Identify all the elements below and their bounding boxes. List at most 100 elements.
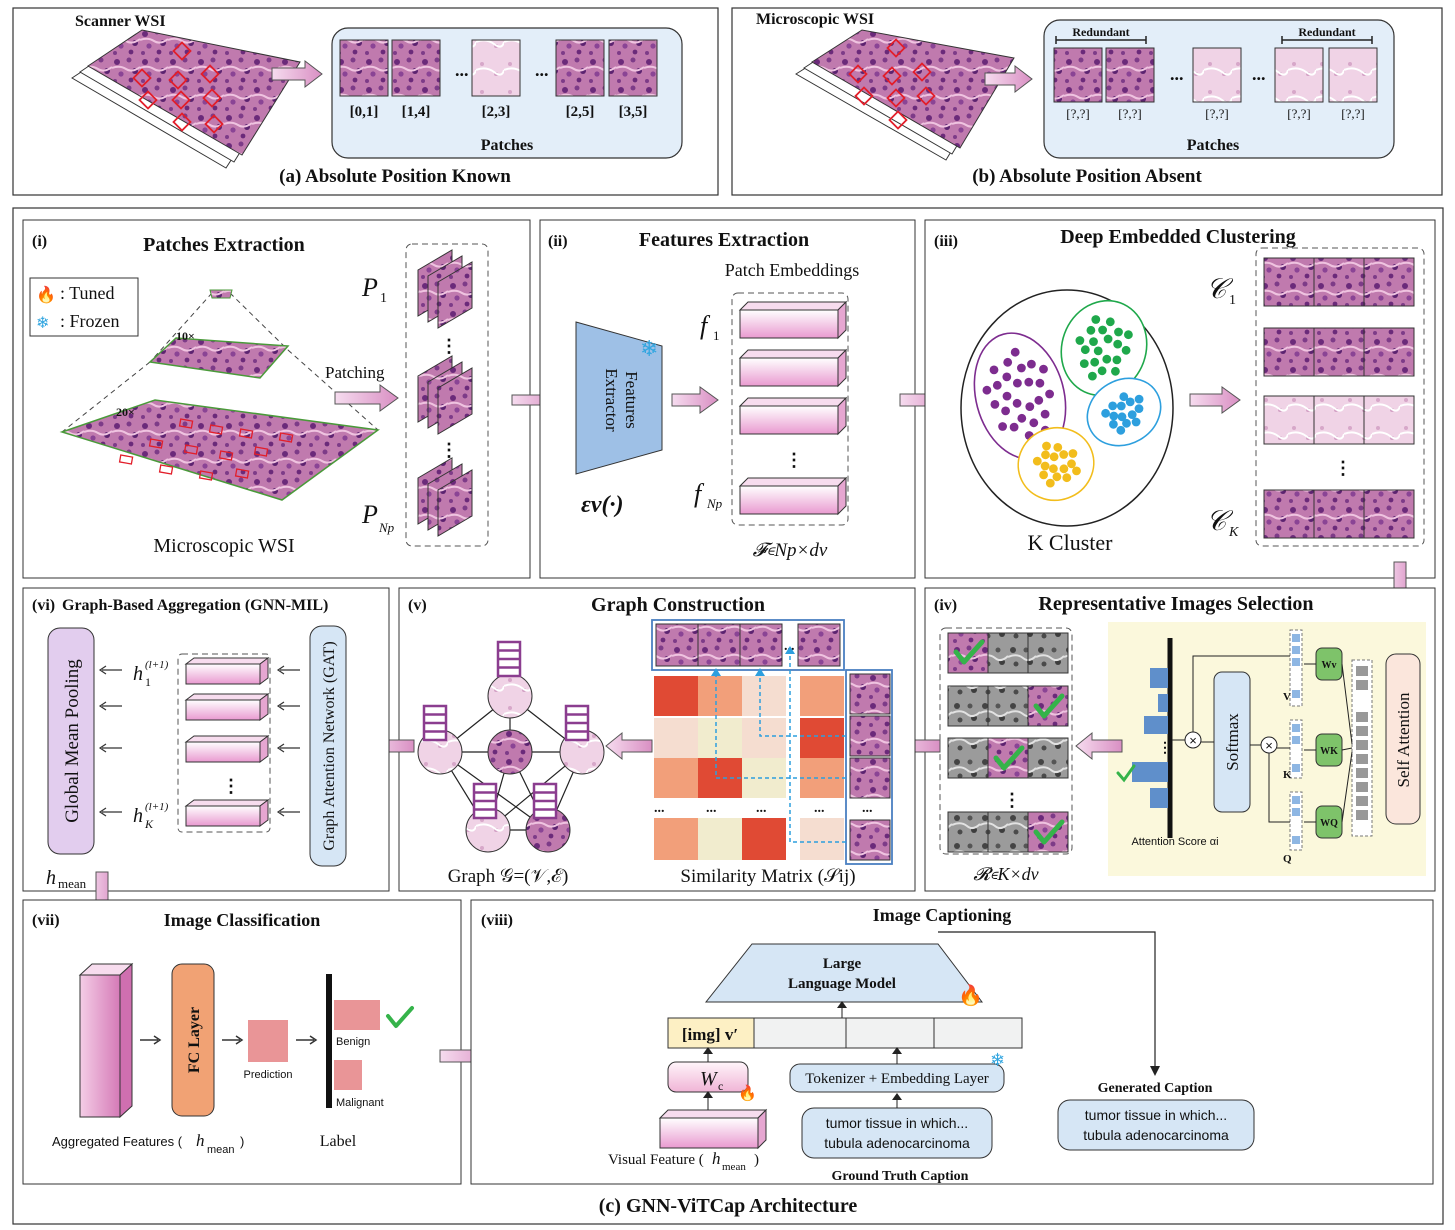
cluster-point (992, 380, 1002, 390)
h1-sub: 1 (145, 675, 151, 689)
attention-bars (1132, 668, 1168, 808)
tag-v: (v) (408, 597, 427, 614)
ellipsis-i-1: ⋮ (440, 336, 458, 356)
cluster-point (1002, 391, 1012, 401)
tag-vi: (vi) (32, 597, 55, 614)
cluster-point (1122, 418, 1131, 428)
cluster-image-rows (1263, 257, 1415, 539)
ellipsis-v-row4: ... (814, 801, 825, 816)
title-v: Graph Construction (591, 594, 765, 616)
softmax-label: Softmax (1223, 713, 1242, 771)
features-extractor (575, 321, 663, 475)
legend-tuned: : Tuned (60, 283, 115, 303)
cluster-point (1075, 336, 1085, 345)
cluster-point (1086, 325, 1096, 335)
p1-symbol: P (361, 273, 378, 302)
wc-sub: c (718, 1079, 723, 1093)
selected-image-rows (947, 632, 1069, 853)
cluster-point (1134, 394, 1144, 404)
cluster-groups (973, 299, 1162, 502)
top-images-box (651, 619, 845, 671)
patch-stack-2 (417, 355, 473, 435)
check-icon (1116, 764, 1136, 783)
c1-sub: 1 (1229, 293, 1236, 308)
embeddings-box (731, 292, 849, 526)
patch-b-3 (1192, 47, 1242, 103)
section-v: (v) Graph Construction Graph 𝒢=(𝒱, (398, 587, 916, 892)
self-attention-label: Self Attention (1394, 692, 1413, 787)
cluster-point (982, 385, 992, 395)
h1-sup: (l+1) (145, 659, 169, 671)
cluster-point (1097, 366, 1107, 376)
scanner-wsi-label: Scanner WSI (75, 13, 166, 30)
patch-label-a-1: [0,1] (350, 104, 379, 120)
cluster-point (989, 365, 999, 375)
aggregated-sub: mean (207, 1144, 235, 1156)
aggregated-close: ) (240, 1134, 244, 1149)
cluster-point (1029, 418, 1039, 428)
caption-a: (a) Absolute Position Known (279, 166, 511, 187)
selected-images-box (939, 627, 1073, 855)
cluster-point (1101, 408, 1110, 418)
section-i: (i) Patches Extraction 🔥 : Tuned ❄ : Fro… (22, 219, 531, 579)
patch-label-b-4: [?,?] (1287, 106, 1310, 121)
extractor-line2: Extractor (602, 368, 621, 432)
visual-h: h (712, 1149, 721, 1168)
cluster-point (1080, 345, 1090, 355)
attention-score-label: Attention Score αi (1131, 836, 1218, 848)
malignant-label: Malignant (336, 1097, 384, 1109)
heatmap-cell (800, 676, 844, 716)
ellipsis-v-2: ... (862, 801, 873, 816)
patch-b-1 (1053, 47, 1103, 103)
wq-label: WQ (1320, 818, 1338, 829)
check-icon (386, 1006, 414, 1028)
title-vi: Graph-Based Aggregation (GNN-MIL) (62, 597, 328, 614)
cluster-count-label: K Cluster (1028, 530, 1114, 555)
llm-block (704, 943, 984, 1003)
cluster-point (1134, 404, 1144, 413)
ellipsis-vi: ⋮ (222, 776, 240, 796)
cluster-point (1040, 409, 1050, 419)
arrow-extract (671, 386, 719, 414)
wv-label: Wv (1322, 660, 1337, 671)
ellipsis-b1: ... (1170, 64, 1184, 84)
heatmap-cell (742, 676, 786, 716)
cluster-point (1093, 346, 1103, 356)
scanner-wsi-stack (71, 29, 301, 169)
heatmap-cell (654, 718, 698, 758)
cluster-point (1131, 417, 1141, 427)
patch-a-3 (471, 39, 521, 97)
patch-a-1 (339, 39, 389, 97)
selected-matrix-label: 𝓡∊K×dv (973, 864, 1038, 884)
cluster-point (1045, 478, 1055, 488)
check-icons (953, 639, 1065, 845)
hmean-symbol: h (46, 867, 56, 889)
patch-stack-1 (417, 249, 473, 329)
cluster-point (990, 400, 1000, 409)
v-label: V (1283, 691, 1291, 703)
ellipsis-a2: ... (535, 60, 549, 80)
gt-line2: tubula adenocarcinoma (824, 1135, 970, 1151)
arrow-b (984, 64, 1033, 94)
cluster-point (1103, 334, 1113, 344)
node-feature-bar (532, 782, 558, 820)
cluster-point (1025, 402, 1035, 411)
cluster-point (1041, 450, 1050, 460)
microscopic-wsi-stack (795, 29, 1015, 161)
heatmap-cell (742, 718, 786, 758)
panel-a: Scanner WSI ... ... [0 (12, 7, 719, 196)
token-squares (1356, 666, 1368, 820)
aggregated-h: h (196, 1131, 205, 1150)
benign-label: Benign (336, 1036, 370, 1048)
heatmap-cell (698, 718, 742, 758)
microscopic-wsi-label: Microscopic WSI (756, 11, 874, 28)
patch-a-4 (555, 39, 605, 97)
cluster-point (1045, 389, 1054, 399)
cluster-point (1040, 461, 1050, 471)
patch-stack-box (405, 243, 489, 547)
title-i: Patches Extraction (143, 234, 305, 256)
prediction-label: Prediction (244, 1069, 293, 1081)
similarity-label: Similarity Matrix (𝒮ij) (680, 866, 855, 887)
gen-line2: tubula adenocarcinoma (1083, 1127, 1229, 1143)
encoder-symbol: εv(·) (581, 492, 623, 518)
